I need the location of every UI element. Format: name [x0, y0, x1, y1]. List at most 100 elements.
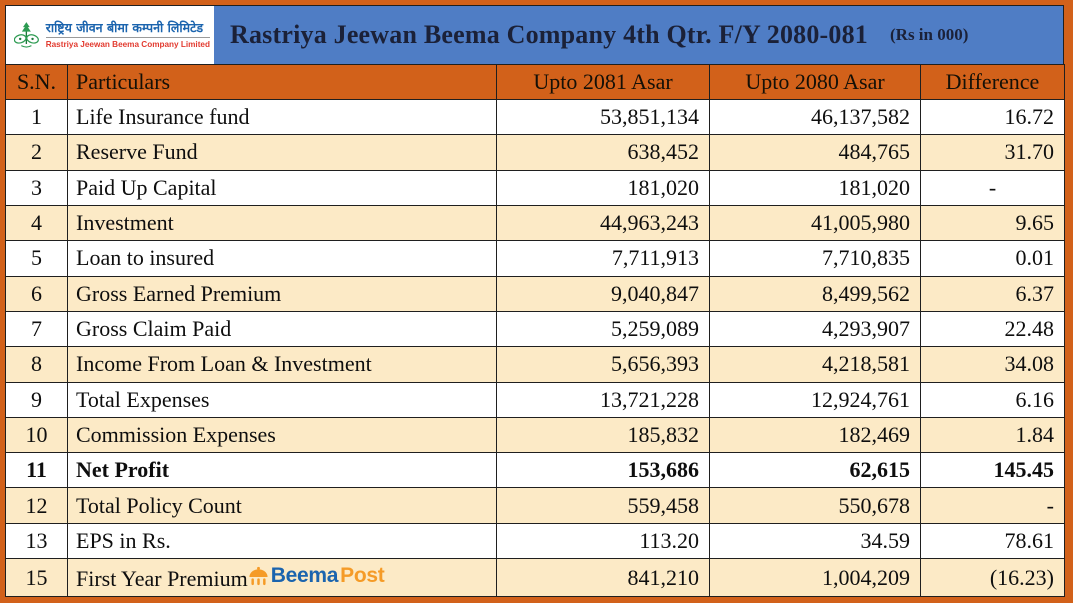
cell-upto-2080: 41,005,980 — [709, 204, 921, 242]
cell-upto-2081: 53,851,134 — [496, 98, 710, 136]
table-row: 9 Total Expenses 13,721,228 12,924,761 6.16 — [5, 381, 1065, 418]
cell-sn: 7 — [5, 310, 68, 348]
cell-particulars: First Year Premium Beema Post — [67, 558, 497, 597]
cell-difference: 0.01 — [920, 240, 1065, 277]
cell-upto-2080: 4,218,581 — [709, 346, 921, 383]
cell-upto-2081: 185,832 — [496, 416, 710, 454]
cell-upto-2080: 484,765 — [709, 134, 921, 171]
table-row: 7 Gross Claim Paid 5,259,089 4,293,907 22.48 — [5, 310, 1065, 348]
cell-difference: 6.37 — [920, 275, 1065, 312]
cell-upto-2081: 7,711,913 — [496, 240, 710, 277]
company-name-block: राष्ट्रिय जीवन बीमा कम्पनी लिमिटेड Rastr… — [45, 19, 210, 50]
cell-sn: 11 — [5, 452, 68, 489]
header-row: S.N. Particulars Upto 2081 Asar Upto 208… — [5, 64, 1065, 100]
cell-particulars: Life Insurance fund — [67, 98, 497, 136]
cell-upto-2081: 5,656,393 — [496, 346, 710, 383]
cell-sn: 1 — [5, 98, 68, 136]
page-title: Rastriya Jeewan Beema Company 4th Qtr. F… — [230, 20, 868, 49]
cell-upto-2080: 182,469 — [709, 416, 921, 454]
cell-sn: 12 — [5, 487, 68, 524]
cell-upto-2081: 841,210 — [496, 558, 710, 597]
table-row: 4 Investment 44,963,243 41,005,980 9.65 — [5, 204, 1065, 242]
company-logo: राष्ट्रिय जीवन बीमा कम्पनी लिमिटेड Rastr… — [6, 6, 214, 64]
company-name-nepali: राष्ट्रिय जीवन बीमा कम्पनी लिमिटेड — [45, 19, 204, 35]
table-row: 5 Loan to insured 7,711,913 7,710,835 0.01 — [5, 240, 1065, 277]
cell-upto-2081: 153,686 — [496, 452, 710, 489]
cell-upto-2081: 559,458 — [496, 487, 710, 524]
table-row: 11 Net Profit 153,686 62,615 145.45 — [5, 452, 1065, 489]
umbrella-icon — [249, 566, 268, 585]
cell-difference: 16.72 — [920, 98, 1065, 136]
cell-upto-2080: 550,678 — [709, 487, 921, 524]
cell-difference: 6.16 — [920, 381, 1065, 418]
table-row: 10 Commission Expenses 185,832 182,469 1.84 — [5, 416, 1065, 454]
cell-sn: 8 — [5, 346, 68, 383]
cell-upto-2080: 46,137,582 — [709, 98, 921, 136]
cell-upto-2081: 638,452 — [496, 134, 710, 171]
cell-sn: 4 — [5, 204, 68, 242]
cell-sn: 2 — [5, 134, 68, 171]
cell-sn: 9 — [5, 381, 68, 418]
col-header-upto-2080: Upto 2080 Asar — [709, 64, 921, 100]
cell-difference: - — [920, 169, 1065, 206]
cell-particulars: EPS in Rs. — [67, 522, 497, 560]
cell-upto-2080: 62,615 — [709, 452, 921, 489]
table-row: 3 Paid Up Capital 181,020 181,020- — [5, 169, 1065, 206]
cell-particulars: Commission Expenses — [67, 416, 497, 454]
cell-upto-2081: 44,963,243 — [496, 204, 710, 242]
unit-note: (Rs in 000) — [890, 25, 969, 44]
cell-sn: 6 — [5, 275, 68, 312]
beemapost-watermark: Beema Post — [248, 564, 385, 588]
particulars-label: First Year Premium — [76, 565, 248, 591]
cell-upto-2081: 13,721,228 — [496, 381, 710, 418]
cell-sn: 15 — [5, 558, 68, 597]
results-table: S.N. Particulars Upto 2081 Asar Upto 208… — [5, 64, 1065, 597]
cell-upto-2080: 181,020 — [709, 169, 921, 206]
cell-upto-2080: 8,499,562 — [709, 275, 921, 312]
cell-upto-2081: 5,259,089 — [496, 310, 710, 348]
cell-difference: 31.70 — [920, 134, 1065, 171]
watermark-post: Post — [340, 563, 385, 587]
cell-difference: 78.61 — [920, 522, 1065, 560]
cell-upto-2080: 34.59 — [709, 522, 921, 560]
cell-sn: 5 — [5, 240, 68, 277]
table-row: 13 EPS in Rs. 113.20 34.59 78.61 — [5, 522, 1065, 560]
cell-particulars: Net Profit — [67, 452, 497, 489]
cell-sn: 10 — [5, 416, 68, 454]
cell-particulars: Loan to insured — [67, 240, 497, 277]
cell-difference: 22.48 — [920, 310, 1065, 348]
table-row: 12 Total Policy Count 559,458 550,678- — [5, 487, 1065, 524]
cell-particulars: Gross Earned Premium — [67, 275, 497, 312]
cell-difference: 145.45 — [920, 452, 1065, 489]
cell-sn: 3 — [5, 169, 68, 206]
watermark-beema: Beema — [270, 563, 339, 587]
table-row: 8 Income From Loan & Investment 5,656,393 4… — [5, 346, 1065, 383]
cell-particulars: Total Policy Count — [67, 487, 497, 524]
table-row: 15 First Year Premium Beema Post 841,210 1,00… — [5, 558, 1065, 597]
cell-particulars: Reserve Fund — [67, 134, 497, 171]
cell-upto-2081: 113.20 — [496, 522, 710, 560]
col-header-upto-2081: Upto 2081 Asar — [496, 64, 710, 100]
logo-emblem-icon — [14, 22, 39, 48]
cell-difference: 9.65 — [920, 204, 1065, 242]
cell-sn: 13 — [5, 522, 68, 560]
company-name-english: Rastriya Jeewan Beema Company Limited — [45, 36, 210, 49]
table-row: 6 Gross Earned Premium 9,040,847 8,499,562 6… — [5, 275, 1065, 312]
cell-upto-2080: 1,004,209 — [709, 558, 921, 597]
col-header-sn: S.N. — [5, 64, 68, 100]
col-header-particulars: Particulars — [67, 64, 497, 100]
cell-upto-2081: 181,020 — [496, 169, 710, 206]
title-banner: Rastriya Jeewan Beema Company 4th Qtr. F… — [214, 6, 1063, 64]
cell-particulars: Paid Up Capital — [67, 169, 497, 206]
cell-upto-2080: 7,710,835 — [709, 240, 921, 277]
cell-particulars: Investment — [67, 204, 497, 242]
cell-difference: 1.84 — [920, 416, 1065, 454]
cell-particulars: Income From Loan & Investment — [67, 346, 497, 383]
cell-difference: - — [920, 487, 1065, 524]
cell-difference: 34.08 — [920, 346, 1065, 383]
cell-upto-2080: 12,924,761 — [709, 381, 921, 418]
col-header-difference: Difference — [920, 64, 1065, 100]
cell-upto-2081: 9,040,847 — [496, 275, 710, 312]
table-row: 1 Life Insurance fund 53,851,134 46,137,582… — [5, 98, 1065, 136]
